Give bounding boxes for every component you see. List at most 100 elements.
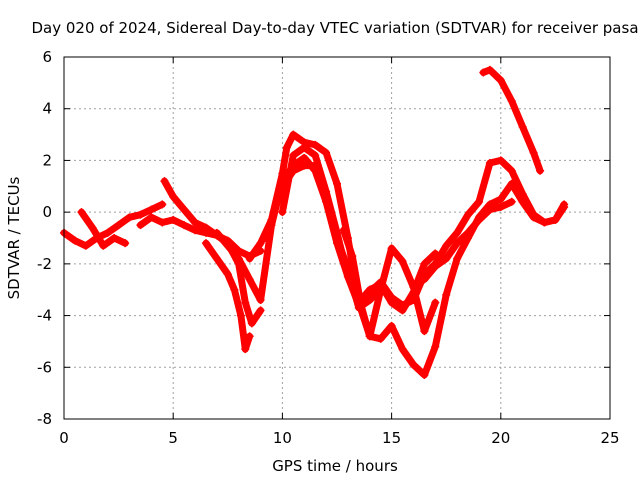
data-point-sat-k	[485, 205, 494, 214]
series-trace-sat-h	[261, 131, 439, 340]
data-point-sat-h	[267, 215, 276, 224]
data-point-sat-e	[212, 254, 221, 263]
data-point-sat-i	[507, 166, 516, 175]
data-point-sat-c	[158, 218, 167, 227]
data-point-sat-e	[245, 332, 254, 341]
x-tick-label: 5	[168, 429, 178, 447]
data-point-sat-c	[191, 226, 200, 235]
data-point-sat-i	[496, 156, 505, 165]
data-point-sat-f	[245, 275, 254, 284]
data-point-sat-b	[121, 239, 130, 248]
data-point-sat-l	[536, 166, 545, 175]
data-point-sat-j	[529, 213, 538, 222]
data-point-sat-h	[398, 257, 407, 266]
data-point-sat-g	[256, 239, 265, 248]
data-point-sat-j	[398, 345, 407, 354]
data-point-sat-i	[365, 288, 374, 297]
data-point-sat-d	[169, 192, 178, 201]
data-point-sat-l	[507, 96, 516, 105]
x-tick-label: 25	[600, 429, 619, 447]
y-tick-label: 2	[42, 151, 52, 169]
data-point-sat-l	[518, 122, 527, 131]
data-point-sat-j	[339, 226, 348, 235]
data-point-sat-i	[453, 228, 462, 237]
data-point-sat-i	[300, 143, 309, 152]
data-point-sat-i	[409, 296, 418, 305]
data-point-sat-k	[420, 275, 429, 284]
data-point-sat-e	[241, 345, 250, 354]
data-point-sat-d	[201, 223, 210, 232]
data-point-sat-i	[387, 293, 396, 302]
data-point-sat-b	[110, 234, 119, 242]
data-point-sat-c	[180, 221, 189, 230]
data-point-sat-j	[518, 197, 527, 206]
data-point-sat-a	[147, 205, 156, 214]
data-point-sat-j	[431, 342, 440, 351]
data-traces	[60, 65, 569, 380]
data-point-sat-i	[278, 208, 287, 217]
data-point-sat-e	[230, 285, 239, 294]
y-tick-labels: -8 -6 -4 -2 0 2 4 6	[37, 48, 52, 428]
data-point-sat-h	[387, 244, 396, 253]
data-point-sat-h	[322, 148, 331, 157]
axis-ticks	[63, 56, 611, 420]
x-tick-label: 20	[491, 429, 510, 447]
data-point-sat-k	[442, 254, 451, 263]
x-tick-labels: 0 5 10 15 20 25	[59, 429, 619, 447]
data-point-sat-h	[431, 298, 440, 307]
data-point-sat-k	[496, 202, 505, 211]
data-point-sat-l	[479, 68, 488, 77]
series-trace-sat-c	[136, 213, 265, 260]
data-point-sat-i	[474, 197, 483, 206]
data-point-sat-g	[245, 254, 254, 263]
y-tick-label: 0	[42, 203, 52, 221]
data-point-sat-e	[223, 270, 232, 279]
data-point-sat-a	[103, 228, 112, 237]
data-point-sat-i	[322, 187, 331, 196]
y-tick-label: -6	[37, 358, 52, 376]
data-point-sat-h	[282, 143, 291, 152]
data-point-sat-j	[387, 321, 396, 330]
data-point-sat-f	[256, 296, 265, 305]
data-point-sat-e	[201, 239, 210, 248]
data-point-sat-d	[180, 205, 189, 214]
data-point-sat-j	[442, 290, 451, 299]
data-point-sat-l	[496, 76, 505, 85]
data-point-sat-f	[300, 153, 309, 162]
x-tick-label: 10	[273, 429, 292, 447]
data-point-sat-a	[70, 236, 79, 245]
data-point-sat-h	[278, 169, 287, 178]
data-point-sat-f	[234, 254, 243, 263]
y-tick-label: -8	[37, 410, 52, 428]
series-trace-sat-a	[60, 200, 166, 250]
data-point-sat-f	[212, 228, 221, 237]
x-axis-label: GPS time / hours	[272, 457, 398, 475]
data-point-sat-k	[464, 228, 473, 237]
data-point-sat-d	[241, 298, 250, 307]
data-point-sat-i	[485, 159, 494, 168]
data-point-sat-j	[453, 254, 462, 263]
data-point-sat-k	[474, 215, 483, 224]
data-point-sat-h	[333, 179, 341, 188]
x-tick-label: 0	[59, 429, 69, 447]
data-point-sat-a	[81, 241, 90, 250]
data-point-sat-b	[88, 223, 97, 232]
data-point-sat-c	[136, 221, 145, 230]
y-tick-label: 4	[42, 100, 52, 118]
chart-title: Day 020 of 2024, Sidereal Day-to-day VTE…	[31, 19, 638, 37]
y-tick-label: -4	[37, 307, 52, 325]
data-point-sat-i	[343, 272, 352, 281]
data-point-sat-j	[496, 195, 505, 204]
data-point-sat-a	[136, 210, 145, 219]
data-point-sat-h	[289, 130, 298, 139]
data-point-sat-a	[125, 213, 134, 222]
data-point-sat-j	[420, 371, 429, 380]
data-point-sat-k	[507, 197, 516, 206]
data-point-sat-j	[560, 200, 569, 209]
y-axis-label: SDTVAR / TECUs	[5, 176, 23, 299]
series-trace-sat-j	[340, 180, 568, 379]
data-point-sat-i	[376, 277, 385, 286]
data-point-sat-j	[540, 218, 549, 227]
data-point-sat-b	[99, 241, 108, 250]
data-point-sat-h	[420, 327, 429, 336]
